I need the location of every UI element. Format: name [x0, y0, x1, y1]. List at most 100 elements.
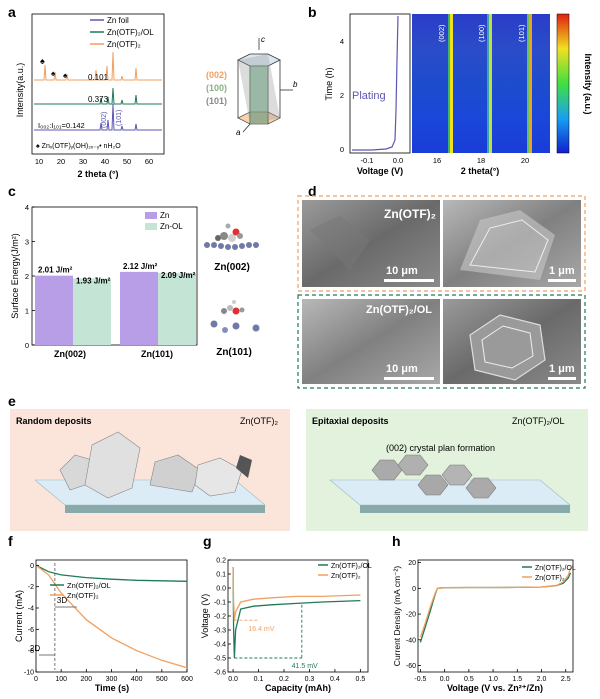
ytick-label: 0 [412, 586, 416, 593]
xtick-label: 0.5 [464, 676, 474, 683]
panel-g-ylabel: Voltage (V) [200, 594, 210, 639]
panel-h-ylabel: Current Density (mA cm⁻²) [392, 566, 402, 667]
ytick-label: 0 [30, 563, 34, 570]
xtick-label: 1.0 [488, 676, 498, 683]
sem-image-zn-otf-ol-low-mag [302, 299, 440, 384]
spade-marker: ♠ [51, 69, 56, 78]
hcp-crystal-model: c b a [236, 35, 298, 137]
panel-a-xtick: 40 [101, 157, 109, 166]
panel-d: d Zn(OTF)₂ 10 μm 1 μm Zn(OTF)₂/OL 10 μm … [297, 183, 586, 389]
peak-label-101: (101) [116, 110, 123, 126]
bar-value-label: 2.12 J/m² [123, 262, 158, 271]
bar-zn-ol-0 [73, 278, 111, 345]
series-line-1 [419, 567, 572, 638]
panel-label-h: h [392, 533, 401, 549]
crystal-plane-caption: (002) crystal plan formation [386, 443, 495, 453]
panel-a: a Zn foil Zn(OTF)₂/OL Zn(OTF)₂ ♠ ♠ ♠ 0.1… [8, 4, 298, 179]
panel-c: c 2.01 J/m²1.93 J/m² 2.12 J/m²2.09 J/m² Z… [8, 183, 260, 359]
panel-b-xtick-right: 18 [477, 156, 485, 165]
series-line-0 [419, 572, 572, 643]
bar-zn-ol-1 [158, 272, 196, 345]
scale-label-1um: 1 μm [549, 265, 575, 277]
xtick-label: 400 [131, 676, 143, 683]
panel-label-c: c [8, 183, 16, 199]
xtick-label: 0.0 [440, 676, 450, 683]
ytick-label: 20 [408, 560, 416, 567]
panel-a-xlabel: 2 theta (°) [77, 169, 118, 179]
xtick-label: 0.2 [279, 676, 289, 683]
epitaxial-deposits-title: Epitaxial deposits [312, 416, 389, 426]
panel-f: f 0 100 200 300 400 500 600 0 -2 -4 -6 -8 -10 3D 2D Zn… [8, 533, 193, 693]
voltage-time-trace [352, 15, 399, 151]
ytick-label: 0.1 [216, 572, 226, 579]
panel-a-ylabel: Intensity(a.u.) [15, 63, 25, 118]
ytick-label: -8 [28, 648, 34, 655]
xtick-label: 0.3 [305, 676, 315, 683]
ytick-label: -40 [406, 637, 416, 644]
legend-zn-ol: Zn-OL [160, 222, 183, 231]
scale-bar [384, 377, 434, 380]
panel-h-xlabel: Voltage (V vs. Zn²⁺/Zn) [447, 683, 543, 693]
legend-zn-foil: Zn foil [107, 16, 129, 25]
panel-b-xtick-left: 0.0 [393, 156, 403, 165]
legend-g-ol: Zn(OTF)₂/OL [331, 563, 372, 570]
legend-zn-otf-ol: Zn(OTF)₂/OL [107, 28, 154, 37]
panel-a-footnote: ♠ Znₓ(OTF)ᵧ(OH)₂ₓ₋ᵧ• nH₂O [36, 143, 121, 150]
bar-value-label: 2.01 J/m² [38, 266, 73, 275]
legend-h-ol: Zn(OTF)₂/OL [535, 565, 576, 572]
legend-zn: Zn [160, 211, 169, 220]
xtick-label: 200 [80, 676, 92, 683]
random-deposits-title: Random deposits [16, 416, 92, 426]
scale-bar [548, 377, 576, 380]
peak-label-002: (002) [101, 112, 108, 128]
scale-bar [384, 279, 434, 282]
panel-label-d: d [308, 183, 317, 199]
xtick-label: 600 [181, 676, 193, 683]
ytick-label: -0.3 [214, 628, 226, 635]
panel-label-a: a [8, 4, 16, 20]
stripe-002 [450, 14, 453, 153]
scale-label-10um: 10 μm [386, 265, 418, 277]
ytick-label: -10 [24, 670, 34, 677]
bar-zn-1 [120, 271, 158, 345]
ytick-label: 1 [25, 307, 29, 316]
stripe-101 [529, 14, 532, 153]
scale-label-1um: 1 μm [549, 363, 575, 375]
ratio-zn-otf: 0.101 [88, 73, 109, 82]
panel-b-xlabel-left: Voltage (V) [357, 166, 403, 176]
legend-f-ol: Zn(OTF)₂/OL [67, 581, 111, 590]
legend-h-otf: Zn(OTF)₂ [535, 575, 565, 582]
ytick-label: 3 [25, 238, 29, 247]
panel-a-xtick: 30 [79, 157, 87, 166]
ytick-label: -0.5 [214, 656, 226, 663]
scale-label-10um: 10 μm [386, 363, 418, 375]
category-zn002: Zn(002) [54, 349, 86, 359]
panel-f-xlabel: Time (s) [95, 683, 129, 693]
panel-b: b Plating Time (h) 0 2 4 -0.1 0.0 Voltag… [308, 4, 593, 176]
xtick-label: 100 [55, 676, 67, 683]
plane-label-101: (101) [206, 96, 227, 106]
panel-b-xtick-right: 20 [521, 156, 529, 165]
random-deposits-tag: Zn(OTF)₂ [240, 416, 278, 426]
axis-c-label: c [261, 35, 265, 44]
xrd-trace-zn-otf [34, 51, 162, 81]
legend-zn-otf: Zn(OTF)₂ [107, 40, 141, 49]
panel-b-ytick: 2 [340, 91, 344, 100]
sem-title-zn-otf-ol: Zn(OTF)₂/OL [366, 304, 432, 316]
xtick-label: 500 [156, 676, 168, 683]
ytick-label: 4 [25, 203, 29, 212]
ratio-zn-otf-ol: 0.373 [88, 95, 109, 104]
voltage-profile-axes [349, 13, 411, 154]
ytick-label: -4 [28, 606, 34, 613]
xtick-label: 0.0 [228, 676, 238, 683]
scale-bar [548, 279, 576, 282]
stripe-100 [489, 14, 492, 153]
spade-marker: ♠ [63, 71, 68, 80]
axis-b-label: b [293, 80, 298, 89]
panel-h: h -0.5 0.0 0.5 1.0 1.5 2.0 2.5 20 0 -20 -40 -60 Zn(… [392, 533, 576, 693]
ytick-label: 0.0 [216, 586, 226, 593]
ytick-label: 0 [25, 341, 29, 350]
panel-f-ylabel: Current (mA) [14, 590, 24, 642]
ytick-label: 0.2 [216, 558, 226, 565]
surface-energy-bars: 2.01 J/m²1.93 J/m² 2.12 J/m²2.09 J/m² [35, 262, 196, 345]
